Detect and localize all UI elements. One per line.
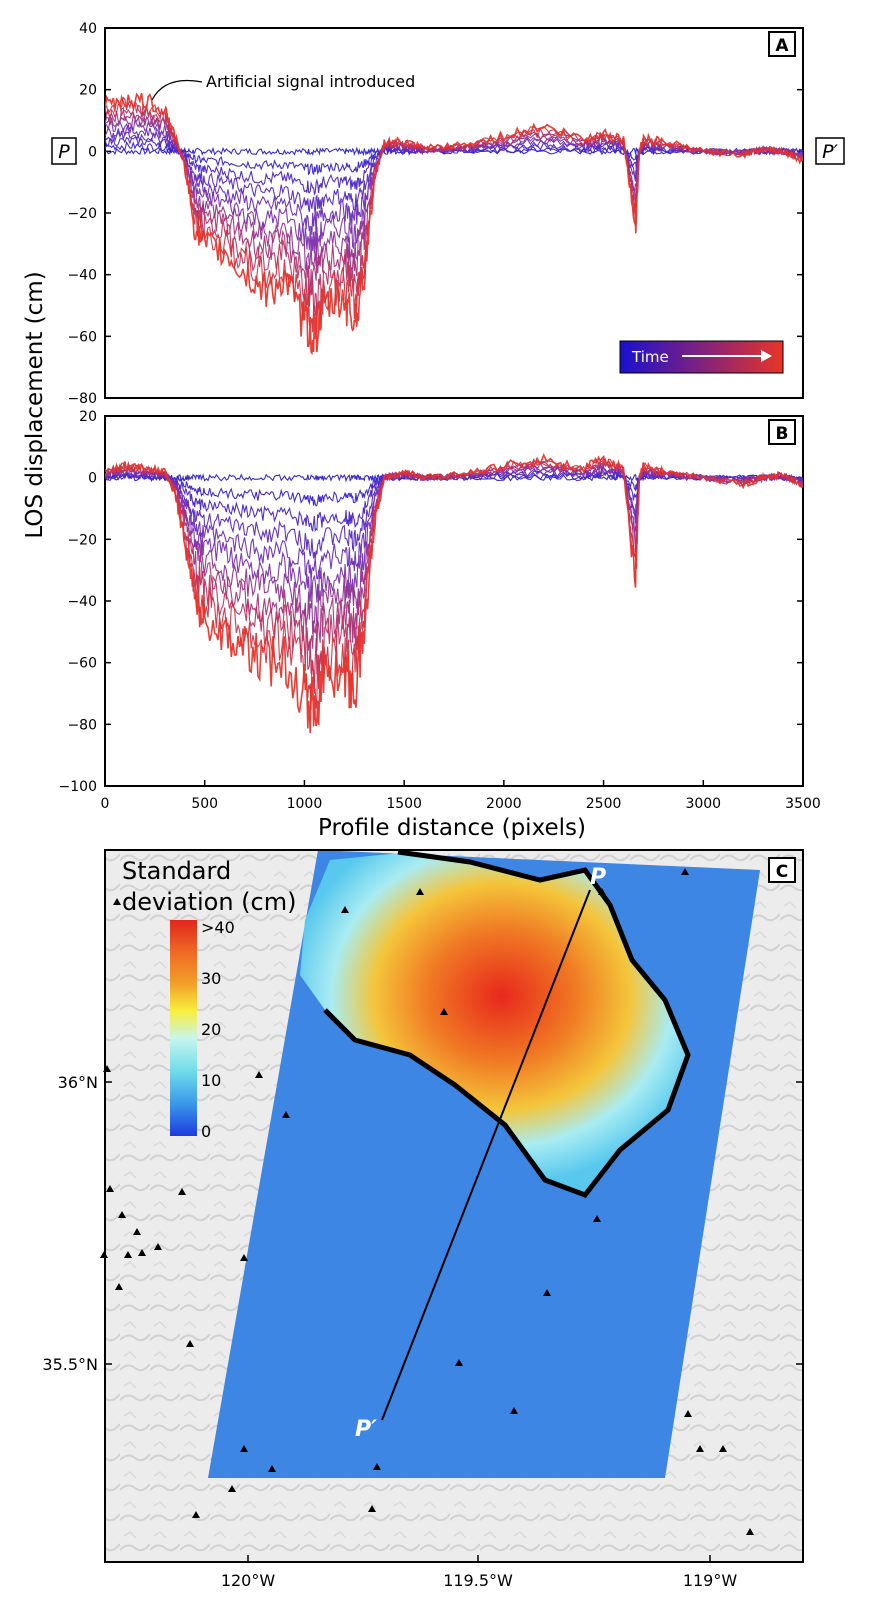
ytick-label: −60 bbox=[67, 656, 97, 672]
xtick-label: 500 bbox=[191, 796, 218, 812]
colorbar-title-2: deviation (cm) bbox=[122, 888, 296, 916]
panel-b: 20 0 −20 −40 −60 −80 −100 0 500 1000 1500 2000 2500… bbox=[59, 409, 821, 812]
ytick-label: −20 bbox=[67, 532, 97, 548]
series-line bbox=[105, 123, 803, 236]
xtick-label: 1500 bbox=[386, 796, 422, 812]
panel-c: P P′ Standard deviation (cm) >40 30 20 10 0 bbox=[42, 849, 804, 1590]
longitude-ticks: 120°W 119.5°W 119°W bbox=[221, 1555, 738, 1590]
colorbar-tick-label: 20 bbox=[201, 1020, 221, 1039]
panel-b-label-box bbox=[768, 419, 796, 445]
ytick-label: −40 bbox=[67, 594, 97, 610]
colorbar-ticks: >40 30 20 10 0 bbox=[201, 918, 235, 1141]
lon-tick-label: 119°W bbox=[683, 1571, 738, 1590]
ytick-label: 20 bbox=[79, 83, 97, 99]
panel-c-label-box bbox=[768, 857, 796, 883]
ytick-label: 40 bbox=[79, 21, 97, 37]
lon-tick-label: 120°W bbox=[221, 1571, 276, 1590]
series-line bbox=[105, 470, 803, 533]
high-std-region bbox=[300, 852, 688, 1195]
map-p-end-label: P′ bbox=[355, 1417, 377, 1442]
time-legend-label: Time bbox=[631, 348, 669, 366]
panel-a-series bbox=[105, 92, 803, 356]
ytick-label: 0 bbox=[88, 471, 97, 487]
lon-tick-label: 119.5°W bbox=[443, 1571, 513, 1590]
ytick-label: 0 bbox=[88, 144, 97, 160]
lat-tick-label: 35.5°N bbox=[42, 1355, 98, 1374]
colorbar bbox=[170, 920, 197, 1136]
colorbar-title-1: Standard bbox=[122, 857, 231, 885]
series-line bbox=[105, 471, 803, 507]
panel-b-xticks: 0 500 1000 1500 2000 2500 3000 3500 bbox=[101, 780, 821, 812]
xtick-label: 1000 bbox=[287, 796, 323, 812]
ytick-label: −100 bbox=[59, 779, 97, 795]
p-end-box bbox=[815, 137, 845, 165]
p-start-label: P bbox=[58, 141, 70, 163]
panel-b-yticks: 20 0 −20 −40 −60 −80 −100 bbox=[59, 409, 803, 795]
time-arrow-head bbox=[761, 350, 772, 362]
colorbar-tick-label: 0 bbox=[201, 1122, 211, 1141]
shared-xlabel: Profile distance (pixels) bbox=[318, 815, 586, 841]
panel-a-label: A bbox=[775, 36, 789, 56]
series-line bbox=[105, 96, 803, 333]
colorbar-tick-label: >40 bbox=[201, 918, 235, 937]
xtick-label: 2500 bbox=[586, 796, 622, 812]
ytick-label: −20 bbox=[67, 206, 97, 222]
ytick-label: 20 bbox=[79, 409, 97, 425]
shared-ylabel: LOS displacement (cm) bbox=[22, 271, 48, 538]
ytick-label: −60 bbox=[67, 329, 97, 345]
series-line bbox=[105, 92, 803, 356]
map-p-label: P bbox=[590, 865, 606, 890]
series-line bbox=[105, 146, 803, 157]
panel-c-frame bbox=[104, 849, 804, 1563]
xtick-label: 2000 bbox=[486, 796, 522, 812]
high-std-outline bbox=[323, 849, 691, 1198]
panel-c-label: C bbox=[776, 862, 788, 882]
panel-a: 40 20 0 −20 −40 −60 −80 A Artificial signal in… bbox=[51, 21, 845, 407]
annotation-text: Artificial signal introduced bbox=[206, 72, 415, 91]
ytick-label: −80 bbox=[67, 391, 97, 407]
lat-tick-label: 36°N bbox=[58, 1073, 98, 1092]
p-end-label: P′ bbox=[822, 141, 838, 163]
xtick-label: 0 bbox=[101, 796, 110, 812]
colorbar-tick-label: 30 bbox=[201, 969, 221, 988]
p-start-box bbox=[51, 137, 77, 165]
ytick-label: −80 bbox=[67, 717, 97, 733]
xtick-label: 3500 bbox=[785, 796, 821, 812]
xtick-label: 3000 bbox=[685, 796, 721, 812]
annotation-leader bbox=[151, 79, 203, 101]
panel-a-label-box bbox=[768, 31, 796, 57]
latitude-ticks: 36°N 35.5°N bbox=[42, 1073, 803, 1374]
panel-b-series bbox=[105, 453, 803, 734]
panel-a-frame bbox=[104, 27, 804, 399]
series-line bbox=[105, 453, 803, 734]
series-line bbox=[105, 113, 803, 271]
colorbar-tick-label: 10 bbox=[201, 1071, 221, 1090]
panel-a-yticks: 40 20 0 −20 −40 −60 −80 bbox=[67, 21, 803, 407]
ytick-label: −40 bbox=[67, 268, 97, 284]
panel-b-label: B bbox=[776, 424, 789, 444]
profile-line bbox=[381, 889, 591, 1421]
